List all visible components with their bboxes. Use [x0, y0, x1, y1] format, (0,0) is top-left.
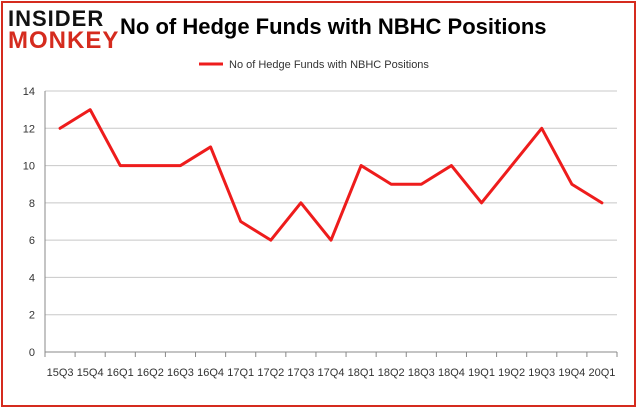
x-tick-label: 19Q1	[468, 367, 495, 379]
y-tick-label: 8	[29, 198, 35, 210]
x-tick-label: 19Q4	[558, 367, 585, 379]
y-tick-label: 4	[29, 272, 35, 284]
x-tick-label: 17Q4	[318, 367, 345, 379]
legend-label: No of Hedge Funds with NBHC Positions	[229, 59, 429, 71]
x-tick-label: 19Q3	[528, 367, 555, 379]
data-point	[89, 108, 92, 111]
data-point	[59, 127, 62, 130]
x-tick-label: 18Q3	[408, 367, 435, 379]
data-point	[239, 220, 242, 223]
data-point	[480, 201, 483, 204]
data-point	[299, 201, 302, 204]
x-tick-label: 17Q3	[287, 367, 314, 379]
data-point	[510, 164, 513, 167]
y-tick-label: 6	[29, 235, 35, 247]
data-point	[420, 183, 423, 186]
legend: No of Hedge Funds with NBHC Positions	[199, 59, 429, 71]
x-tick-label: 18Q1	[348, 367, 375, 379]
y-tick-label: 10	[23, 161, 35, 173]
data-point	[330, 239, 333, 242]
y-tick-label: 0	[29, 347, 35, 359]
logo-line-1: INSIDER	[8, 6, 105, 31]
x-tick-label: 15Q3	[47, 367, 74, 379]
y-tick-label: 2	[29, 310, 35, 322]
data-point	[600, 201, 603, 204]
data-point	[360, 164, 363, 167]
x-tick-label: 18Q4	[438, 367, 465, 379]
insider-monkey-logo: INSIDER MONKEY	[8, 6, 120, 54]
x-tick-label: 16Q4	[197, 367, 224, 379]
grid	[45, 90, 617, 353]
x-tick-label: 18Q2	[378, 367, 405, 379]
data-point	[450, 164, 453, 167]
logo-line-2: MONKEY	[8, 27, 120, 54]
x-tick-label: 17Q1	[227, 367, 254, 379]
data-point	[119, 164, 122, 167]
x-tick-label: 19Q2	[498, 367, 525, 379]
y-tick-label: 14	[23, 86, 35, 98]
data-point	[570, 183, 573, 186]
x-tick-label: 15Q4	[77, 367, 104, 379]
chart-title: No of Hedge Funds with NBHC Positions	[120, 14, 547, 39]
x-tick-label: 16Q2	[137, 367, 164, 379]
series-line	[58, 108, 604, 242]
x-tick-label: 16Q3	[167, 367, 194, 379]
data-point	[390, 183, 393, 186]
x-tick-label: 20Q1	[588, 367, 615, 379]
data-point	[269, 239, 272, 242]
series-layer	[58, 108, 604, 242]
data-point	[209, 145, 212, 148]
x-tick-label: 16Q1	[107, 367, 134, 379]
data-point	[149, 164, 152, 167]
x-tick-label: 17Q2	[257, 367, 284, 379]
data-point	[540, 127, 543, 130]
y-tick-label: 12	[23, 123, 35, 135]
data-point	[179, 164, 182, 167]
